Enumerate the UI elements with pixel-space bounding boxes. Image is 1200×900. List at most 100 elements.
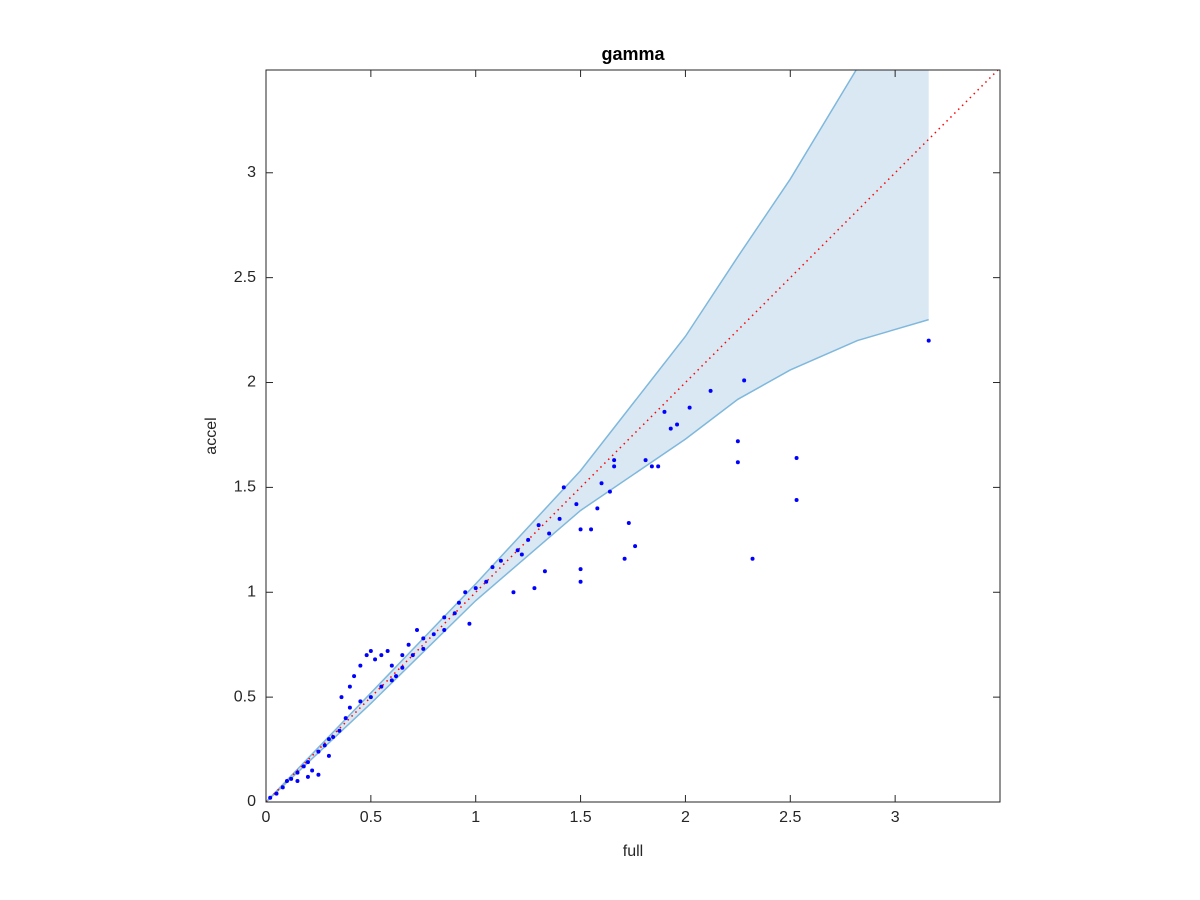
- point: [643, 458, 648, 463]
- point: [339, 695, 344, 700]
- axes: 0 0.5 1 1.5 2 2.5 3 0 0.5 1 1.5 2 2.5 3: [234, 69, 1001, 826]
- x-tick-label: 3: [891, 809, 900, 826]
- point: [649, 464, 654, 469]
- point: [687, 405, 692, 410]
- point: [708, 388, 713, 393]
- point: [622, 556, 627, 561]
- point: [347, 684, 352, 689]
- band-area: [266, 70, 929, 802]
- point: [389, 663, 394, 668]
- point: [316, 772, 321, 777]
- point: [926, 338, 931, 343]
- point: [331, 734, 336, 739]
- point: [612, 464, 617, 469]
- point: [442, 628, 447, 633]
- point: [373, 657, 378, 662]
- point: [310, 768, 315, 773]
- point: [561, 485, 566, 490]
- point: [467, 621, 472, 626]
- point: [515, 548, 520, 553]
- point: [421, 636, 426, 641]
- point: [589, 527, 594, 532]
- y-tick-label: 2: [247, 374, 256, 391]
- band-upper: [266, 70, 858, 802]
- point: [547, 531, 552, 536]
- x-tick-label: 2.5: [779, 809, 801, 826]
- point: [358, 663, 363, 668]
- point: [498, 558, 503, 563]
- point: [519, 552, 524, 557]
- point: [595, 506, 600, 511]
- point: [612, 458, 617, 463]
- chart-title: gamma: [601, 44, 665, 64]
- point: [358, 699, 363, 704]
- point: [656, 464, 661, 469]
- point: [599, 481, 604, 486]
- point: [490, 565, 495, 570]
- point: [452, 611, 457, 616]
- point: [322, 743, 327, 748]
- y-tick-label: 0: [247, 793, 256, 810]
- point: [456, 600, 461, 605]
- point: [400, 653, 405, 658]
- point: [289, 776, 294, 781]
- point: [735, 460, 740, 465]
- x-tick-label: 2: [681, 809, 690, 826]
- point: [379, 653, 384, 658]
- point: [675, 422, 680, 427]
- point: [280, 785, 285, 790]
- point: [379, 684, 384, 689]
- point: [536, 523, 541, 528]
- x-tick-label: 1: [471, 809, 480, 826]
- point: [352, 674, 357, 679]
- point: [421, 646, 426, 651]
- point: [742, 378, 747, 383]
- point: [542, 569, 547, 574]
- point: [463, 590, 468, 595]
- point: [305, 760, 310, 765]
- point: [295, 770, 300, 775]
- point: [301, 764, 306, 769]
- x-tick-label: 0: [262, 809, 271, 826]
- point: [268, 795, 273, 800]
- point: [364, 653, 369, 658]
- point: [626, 521, 631, 526]
- point: [389, 678, 394, 683]
- point: [735, 439, 740, 444]
- point: [442, 615, 447, 620]
- x-tick-label: 1.5: [569, 809, 591, 826]
- point: [400, 665, 405, 670]
- point: [410, 653, 415, 658]
- point: [295, 779, 300, 784]
- point: [337, 728, 342, 733]
- point: [750, 556, 755, 561]
- band-lower: [266, 318, 929, 802]
- point: [794, 497, 799, 502]
- point: [326, 737, 331, 742]
- point: [473, 586, 478, 591]
- x-tick-label: 0.5: [360, 809, 382, 826]
- point: [662, 409, 667, 414]
- point: [578, 579, 583, 584]
- point: [385, 648, 390, 653]
- point: [347, 705, 352, 710]
- point: [578, 527, 583, 532]
- x-axis-label: full: [623, 843, 643, 860]
- point: [668, 426, 673, 431]
- y-axis-label: accel: [203, 417, 220, 454]
- point: [284, 779, 289, 784]
- point: [343, 716, 348, 721]
- point: [368, 648, 373, 653]
- y-tick-label: 1.5: [234, 479, 256, 496]
- point: [316, 749, 321, 754]
- axes-box: [265, 69, 1001, 803]
- point: [578, 567, 583, 572]
- point: [431, 632, 436, 637]
- point: [574, 502, 579, 507]
- point: [326, 753, 331, 758]
- point: [414, 628, 419, 633]
- y-tick-label: 0.5: [234, 688, 256, 705]
- point: [406, 642, 411, 647]
